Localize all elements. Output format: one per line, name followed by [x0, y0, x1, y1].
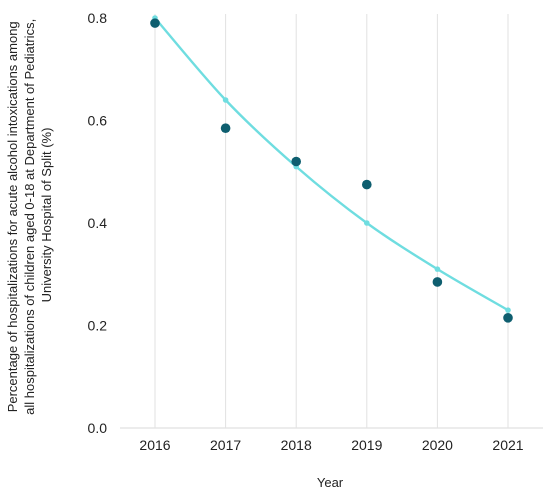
fit-marker: [434, 266, 441, 272]
data-point: [432, 277, 443, 287]
x-tick-label: 2016: [139, 437, 170, 453]
scatter-series: [150, 18, 513, 323]
y-axis-title-line-1: Percentage of hospitalizations for acute…: [5, 21, 20, 412]
data-point: [150, 18, 160, 28]
grid: [120, 14, 543, 429]
y-axis-title: Percentage of hospitalizations for acute…: [5, 15, 54, 415]
fit-marker: [222, 97, 229, 103]
fit-line-series: [152, 15, 511, 313]
y-tick-label: 0.8: [88, 10, 108, 26]
fit-marker: [505, 307, 511, 313]
x-axis-title: Year: [317, 475, 344, 490]
fit-marker: [364, 220, 370, 226]
y-tick-label: 0.0: [88, 420, 108, 436]
y-axis-title-line-3: University Hospital of Split (%): [39, 128, 54, 303]
data-point: [291, 156, 302, 167]
data-point: [362, 179, 372, 190]
data-point: [220, 123, 231, 133]
tick-labels: 0.0 0.2 0.4 0.6 0.8 2016 2017 2018 2019 2020 2021: [88, 10, 524, 453]
x-tick-label: 2018: [281, 437, 312, 453]
x-tick-label: 2019: [351, 437, 382, 453]
y-tick-label: 0.4: [88, 215, 108, 231]
x-tick-label: 2017: [210, 437, 241, 453]
x-tick-label: 2021: [492, 437, 523, 453]
x-tick-label: 2020: [422, 437, 453, 453]
data-point: [503, 313, 513, 323]
y-axis-title-line-2: all hospitalizations of children aged 0-…: [22, 19, 37, 415]
y-tick-label: 0.6: [88, 113, 108, 129]
y-tick-label: 0.2: [88, 318, 108, 334]
fit-line: [153, 16, 510, 312]
